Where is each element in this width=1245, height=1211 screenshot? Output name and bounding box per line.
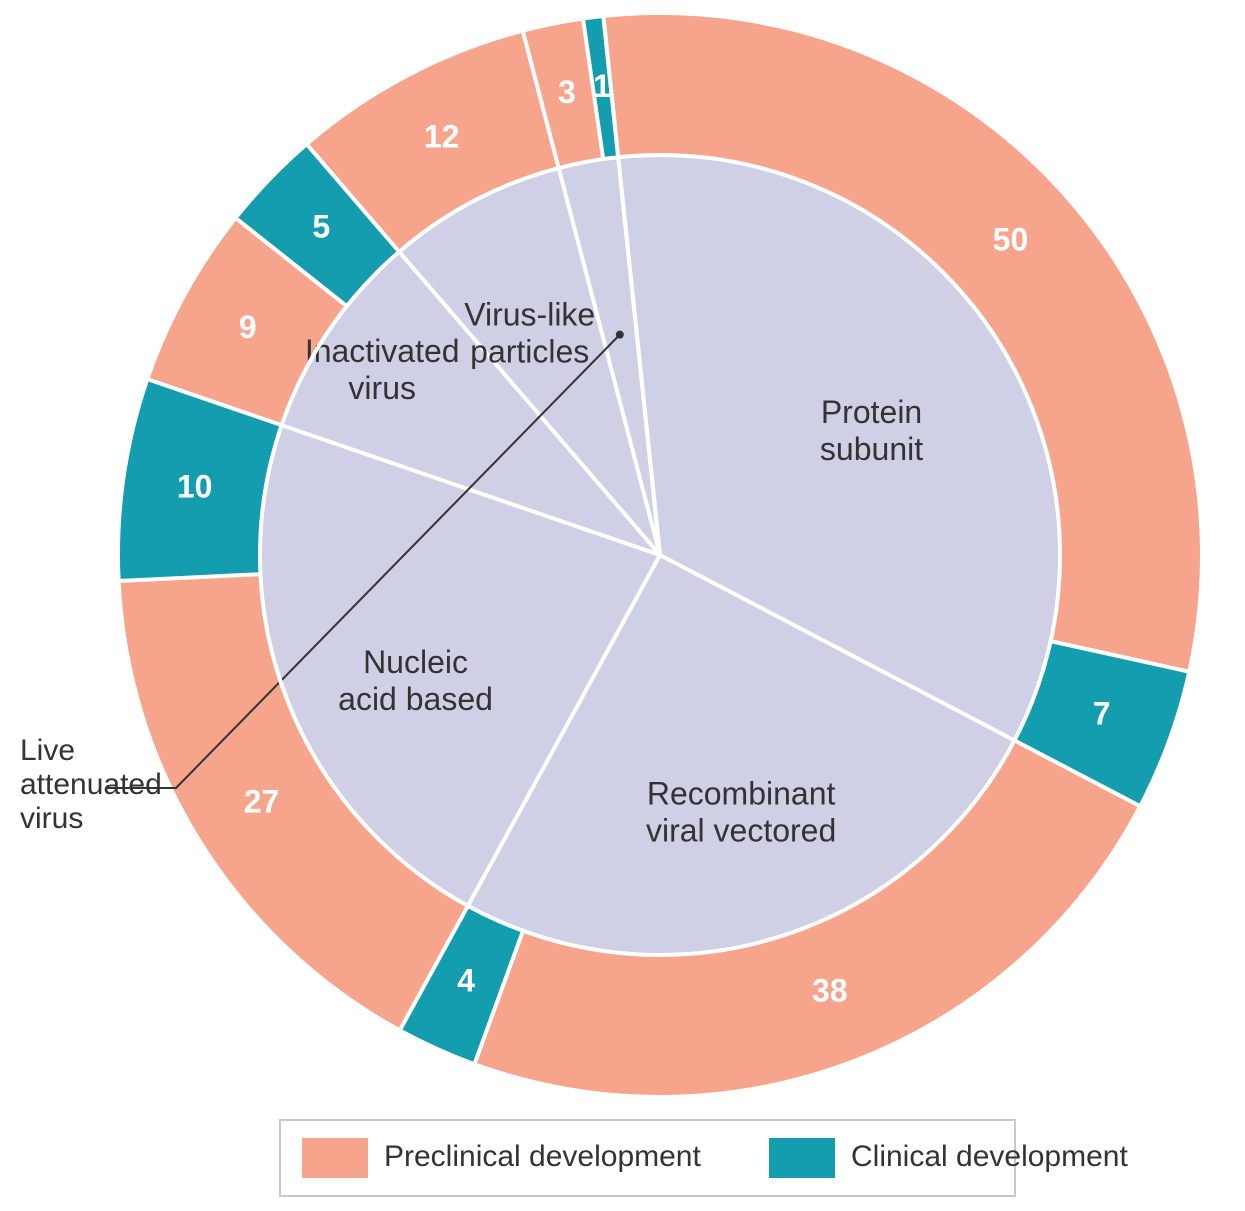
ring-value-inactivated_virus-preclinical: 9 bbox=[239, 309, 257, 345]
ring-value-protein_subunit-clinical: 7 bbox=[1093, 695, 1111, 731]
ring-value-recombinant_viral_vectored-preclinical: 38 bbox=[812, 973, 848, 1009]
ring-value-live_attenuated_virus-preclinical: 3 bbox=[558, 74, 576, 110]
ring-value-nucleic_acid_based-preclinical: 27 bbox=[244, 784, 280, 820]
legend-label-preclinical: Preclinical development bbox=[384, 1140, 701, 1173]
category-label-protein_subunit: Proteinsubunit bbox=[820, 394, 923, 467]
vaccine-platform-pie: 5073842710951231ProteinsubunitRecombinan… bbox=[0, 0, 1245, 1211]
ring-value-protein_subunit-preclinical: 50 bbox=[993, 221, 1029, 257]
category-label-recombinant_viral_vectored: Recombinantviral vectored bbox=[646, 776, 836, 849]
legend-label-clinical: Clinical development bbox=[851, 1140, 1128, 1173]
legend-swatch-clinical bbox=[769, 1138, 835, 1178]
legend: Preclinical development Clinical developm… bbox=[280, 1120, 1128, 1196]
category-label-virus_like_particles: Virus-likeparticles bbox=[464, 297, 595, 370]
ring-value-inactivated_virus-clinical: 5 bbox=[312, 209, 330, 245]
ring-value-nucleic_acid_based-clinical: 10 bbox=[177, 468, 213, 504]
legend-swatch-preclinical bbox=[302, 1138, 368, 1178]
ring-value-virus_like_particles-preclinical: 12 bbox=[424, 118, 460, 154]
ring-value-recombinant_viral_vectored-clinical: 4 bbox=[457, 963, 475, 999]
